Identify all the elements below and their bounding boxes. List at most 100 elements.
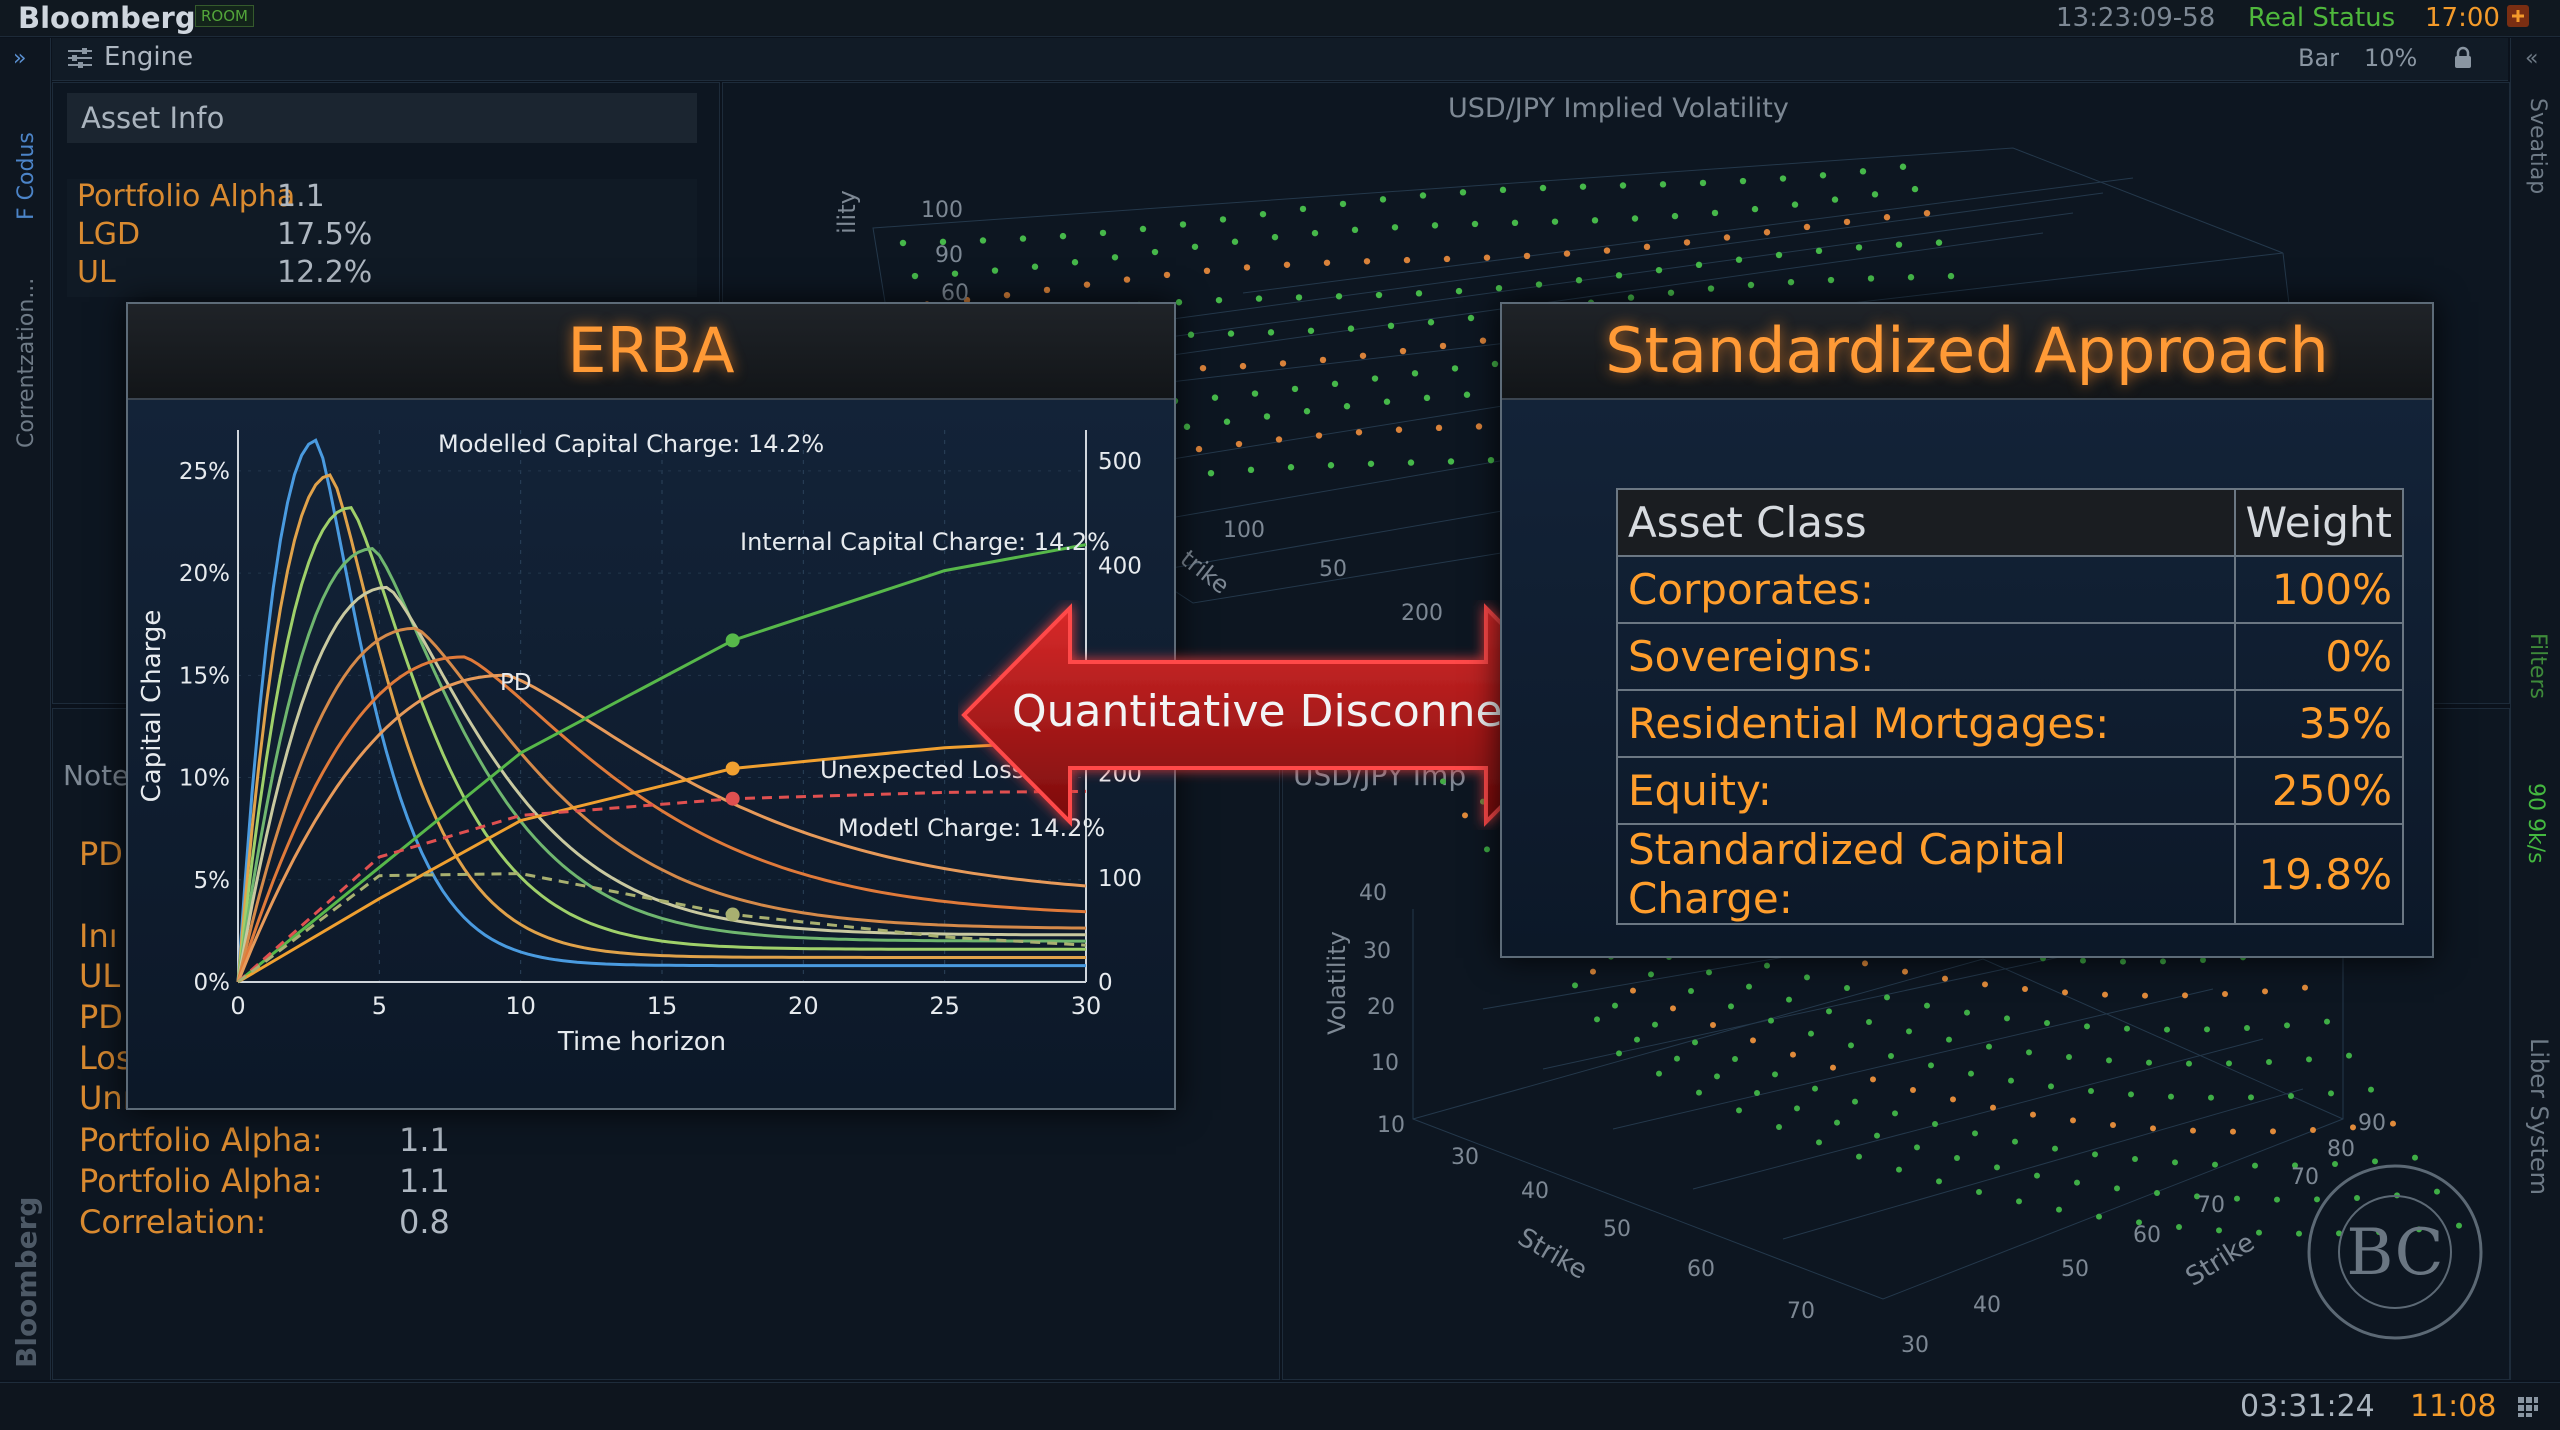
surface-point	[1199, 364, 1207, 372]
vol-surface-bottom-z-tick: 10	[1377, 1113, 1405, 1138]
notes-partial-label: Unı	[79, 1079, 132, 1117]
surface-point	[1631, 215, 1639, 222]
surface-point	[1707, 285, 1715, 292]
surface-point	[1539, 184, 1547, 192]
x-tick-label: 25	[929, 992, 960, 1020]
surface-point	[2102, 991, 2108, 998]
vol-surface-bottom-strike-tick-left: 40	[1521, 1179, 1549, 1204]
surface-point	[1648, 971, 1654, 978]
hump-series-line	[236, 473, 1086, 983]
asset-class-label: Residential Mortgages:	[1616, 689, 2236, 758]
surface-point	[2368, 1086, 2374, 1093]
surface-point	[1911, 185, 1919, 193]
surface-point	[1467, 314, 1475, 322]
surface-point	[2106, 1057, 2112, 1064]
asset-info-label: UL	[77, 255, 116, 290]
grid-icon[interactable]	[2516, 1395, 2540, 1423]
app-logo: Bloomberg	[18, 1, 196, 35]
surface-point	[1471, 220, 1479, 228]
surface-point	[899, 239, 907, 247]
surface-point	[2376, 1229, 2382, 1235]
vol-surface-top-z-tick: 60	[941, 281, 969, 306]
x-axis-label: Time horizon	[557, 1027, 726, 1057]
surface-point	[1739, 177, 1747, 185]
surface-point	[1812, 1085, 1818, 1092]
surface-point	[1572, 982, 1578, 989]
double-chevron-right-icon[interactable]: »	[13, 46, 27, 71]
modelled-capital-annotation: Modelled Capital Charge: 14.2%	[438, 430, 825, 458]
surface-point	[1575, 277, 1583, 284]
surface-point	[1695, 261, 1703, 269]
surface-point	[1994, 1164, 2000, 1171]
surface-point	[1946, 1036, 1952, 1043]
surface-point	[2044, 1020, 2050, 1026]
surface-point	[1747, 281, 1755, 289]
right-rail-tab-liber-system[interactable]: Liber System	[2525, 1038, 2553, 1196]
asset-info-value: 12.2%	[277, 255, 373, 290]
surface-point	[2372, 1158, 2378, 1165]
surface-point	[1043, 286, 1051, 294]
engine-title[interactable]: Engine	[104, 42, 194, 72]
surface-point	[1634, 1036, 1640, 1043]
surface-point	[2136, 1219, 2142, 1226]
surface-point	[1790, 1051, 1796, 1058]
surface-point	[1804, 974, 1810, 981]
surface-point	[979, 237, 987, 244]
surface-point	[1867, 275, 1875, 282]
left-rail-tab-codus[interactable]: F Codus	[14, 132, 39, 220]
hump-series-line	[236, 626, 1087, 983]
sliders-icon[interactable]	[66, 46, 94, 74]
bar-value[interactable]: 10%	[2364, 44, 2418, 72]
surface-point	[1395, 426, 1403, 433]
surface-point	[1071, 259, 1079, 266]
notes-row-label: Portfolio Alpha:	[79, 1162, 323, 1200]
asset-info-value: 17.5%	[277, 217, 373, 252]
right-rail-tab-filters[interactable]: Filters	[2525, 633, 2550, 699]
room-badge[interactable]: ROOM	[195, 5, 254, 27]
surface-point	[1656, 1070, 1662, 1077]
surface-point	[1275, 436, 1283, 443]
surface-point	[1855, 244, 1863, 251]
surface-point	[2256, 1229, 2262, 1236]
bottom-time-accent: 11:08	[2410, 1389, 2497, 1424]
left-rail-tab-correlation[interactable]: Correntzation...	[14, 277, 39, 448]
surface-point	[1367, 460, 1375, 467]
surface-point	[1315, 432, 1323, 439]
surface-point	[1299, 205, 1307, 213]
surface-point	[1175, 299, 1183, 306]
surface-point	[1834, 1119, 1840, 1126]
surface-point	[1059, 232, 1067, 240]
vol-surface-top-z-tick: 90	[935, 243, 963, 268]
surface-point	[1375, 291, 1383, 299]
surface-point	[1419, 192, 1427, 199]
asset-class-weight: 35%	[2233, 689, 2405, 758]
double-chevron-left-icon[interactable]: «	[2525, 46, 2539, 71]
asset-class-weight: 19.8%	[2233, 823, 2405, 925]
right-rail-tab-sveatiap[interactable]: Sveatiap	[2525, 98, 2550, 195]
surface-point	[2070, 1117, 2076, 1124]
notes-partial-label: PD	[79, 835, 123, 873]
surface-point	[1263, 413, 1271, 420]
vol-surface-top-strike-tick: 200	[1401, 601, 1443, 626]
surface-point	[1612, 1002, 1618, 1009]
hump-series-line	[236, 547, 1086, 983]
top-clock: 13:23:09-58	[2056, 3, 2216, 33]
surface-point	[1627, 294, 1635, 301]
surface-point	[1859, 168, 1867, 175]
unexpected-loss-line	[237, 738, 1087, 984]
surface-point	[2208, 1094, 2214, 1101]
surface-point	[1819, 172, 1827, 179]
left-rail: » F Codus Correntzation... Bloomberg	[0, 38, 51, 1380]
surface-point	[1003, 291, 1011, 299]
surface-point	[1986, 1043, 1992, 1050]
surface-point	[1459, 189, 1467, 196]
surface-point	[2310, 1127, 2316, 1133]
surface-point	[1387, 322, 1395, 329]
lock-icon[interactable]	[2452, 46, 2474, 74]
surface-point	[1659, 181, 1667, 188]
surface-point	[1491, 360, 1499, 368]
window-menu-icon[interactable]	[2506, 4, 2530, 28]
surface-point	[2234, 1195, 2240, 1202]
surface-point	[2284, 1022, 2290, 1029]
surface-point	[2354, 1195, 2360, 1201]
